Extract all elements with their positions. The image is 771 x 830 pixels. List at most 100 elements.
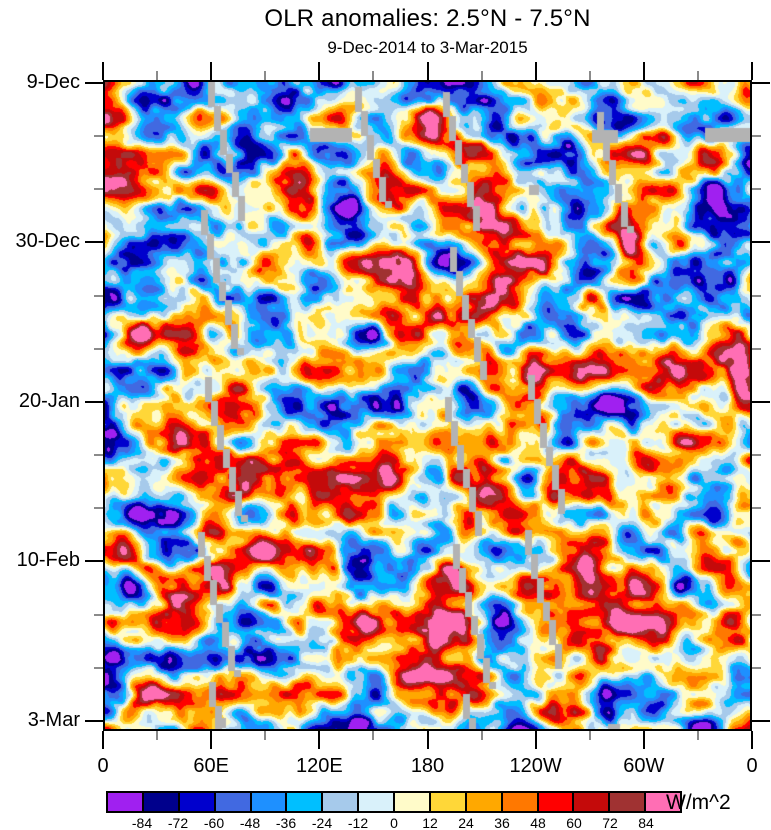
colorbar-cell xyxy=(251,793,288,811)
colorbar-tick-label: 84 xyxy=(638,815,654,830)
colorbar-cell xyxy=(574,793,611,811)
x-major-tick-top xyxy=(210,62,213,80)
x-major-tick-bottom xyxy=(210,731,213,749)
colorbar-cell xyxy=(395,793,431,811)
colorbar-cell xyxy=(359,793,395,811)
colorbar-cell xyxy=(430,793,467,811)
x-minor-tick-top xyxy=(480,71,483,80)
plot-area xyxy=(85,62,770,749)
x-minor-tick-bottom xyxy=(480,731,483,740)
x-major-tick-bottom xyxy=(318,731,321,749)
y-minor-tick-right xyxy=(752,188,761,191)
y-minor-tick-left xyxy=(94,188,103,191)
x-major-tick-top xyxy=(751,62,753,80)
colorbar xyxy=(106,791,682,813)
y-major-tick-left xyxy=(85,719,103,722)
colorbar-cell xyxy=(108,793,144,811)
x-axis-tick-label: 120E xyxy=(295,755,343,777)
y-minor-tick-right xyxy=(752,666,761,669)
colorbar-cell xyxy=(502,793,539,811)
colorbar-cell xyxy=(466,793,503,811)
y-minor-tick-right xyxy=(752,294,761,297)
x-minor-tick-bottom xyxy=(696,731,699,740)
x-minor-tick-top xyxy=(588,71,591,80)
y-major-tick-right xyxy=(752,241,770,244)
y-minor-tick-left xyxy=(94,135,103,138)
colorbar-cell xyxy=(323,793,360,811)
x-major-tick-top xyxy=(426,62,429,80)
colorbar-tick-label: -36 xyxy=(275,815,297,830)
y-major-tick-left xyxy=(85,560,103,563)
x-major-tick-bottom xyxy=(426,731,429,749)
colorbar-tick-label: -24 xyxy=(311,815,333,830)
y-minor-tick-left xyxy=(94,294,103,297)
x-major-tick-bottom xyxy=(642,731,645,749)
x-minor-tick-top xyxy=(696,71,699,80)
y-minor-tick-left xyxy=(94,666,103,669)
colorbar-tick-label: -60 xyxy=(203,815,225,830)
x-axis-tick-label: 0 xyxy=(97,755,109,777)
colorbar-cell xyxy=(179,793,216,811)
x-major-tick-bottom xyxy=(534,731,537,749)
colorbar-tick-label: 36 xyxy=(494,815,510,830)
y-minor-tick-left xyxy=(94,347,103,350)
colorbar-tick-label: -48 xyxy=(239,815,261,830)
colorbar-cell xyxy=(287,793,324,811)
x-axis-tick-label: 60E xyxy=(193,755,229,777)
x-minor-tick-bottom xyxy=(588,731,591,740)
x-minor-tick-bottom xyxy=(156,731,159,740)
y-major-tick-right xyxy=(752,82,770,84)
y-major-tick-right xyxy=(752,560,770,563)
y-axis-tick-label: 10-Feb xyxy=(16,549,80,572)
x-major-tick-bottom xyxy=(102,731,104,749)
chart-subtitle: 9-Dec-2014 to 3-Mar-2015 xyxy=(327,38,528,57)
colorbar-cell xyxy=(538,793,575,811)
y-axis-tick-label: 9-Dec xyxy=(26,71,80,93)
x-major-tick-top xyxy=(102,62,104,80)
colorbar-cell xyxy=(215,793,252,811)
y-minor-tick-right xyxy=(752,507,761,510)
colorbar-tick-label: 0 xyxy=(390,815,398,830)
y-axis-tick-label: 30-Dec xyxy=(15,230,80,253)
y-axis-tick-label: 3-Mar xyxy=(27,708,80,731)
colorbar-cell xyxy=(610,793,647,811)
colorbar-tick-label: -84 xyxy=(131,815,153,830)
y-minor-tick-right xyxy=(752,613,761,616)
y-minor-tick-right xyxy=(752,454,761,457)
x-minor-tick-top xyxy=(156,71,159,80)
colorbar-cell xyxy=(646,793,680,811)
colorbar-tick-label: 72 xyxy=(602,815,618,830)
x-minor-tick-bottom xyxy=(372,731,375,740)
x-minor-tick-top xyxy=(264,71,267,80)
x-axis-tick-label: 0 xyxy=(746,755,758,777)
y-minor-tick-right xyxy=(752,347,761,350)
y-major-tick-left xyxy=(85,82,103,84)
x-major-tick-top xyxy=(318,62,321,80)
colorbar-cell xyxy=(143,793,180,811)
x-major-tick-bottom xyxy=(751,731,753,749)
colorbar-units-label: W/m^2 xyxy=(666,791,731,814)
y-minor-tick-left xyxy=(94,507,103,510)
y-major-tick-left xyxy=(85,241,103,244)
y-major-tick-right xyxy=(752,400,770,403)
colorbar-tick-label: 48 xyxy=(530,815,546,830)
colorbar-tick-label: -12 xyxy=(347,815,369,830)
colorbar-tick-label: 60 xyxy=(566,815,582,830)
chart-title: OLR anomalies: 2.5°N - 7.5°N xyxy=(264,5,591,32)
colorbar-tick-label: 12 xyxy=(422,815,438,830)
y-minor-tick-right xyxy=(752,135,761,138)
x-axis-tick-label: 180 xyxy=(410,755,445,777)
y-minor-tick-left xyxy=(94,454,103,457)
y-major-tick-left xyxy=(85,400,103,403)
y-axis-tick-label: 20-Jan xyxy=(18,389,80,412)
colorbar-tick-label: 24 xyxy=(458,815,474,830)
y-minor-tick-left xyxy=(94,613,103,616)
x-major-tick-top xyxy=(642,62,645,80)
x-axis-tick-label: 60W xyxy=(623,755,665,777)
contour-field-canvas xyxy=(105,82,750,729)
x-axis-tick-label: 120W xyxy=(509,755,562,777)
x-minor-tick-top xyxy=(372,71,375,80)
y-major-tick-right xyxy=(752,719,770,722)
x-major-tick-top xyxy=(534,62,537,80)
